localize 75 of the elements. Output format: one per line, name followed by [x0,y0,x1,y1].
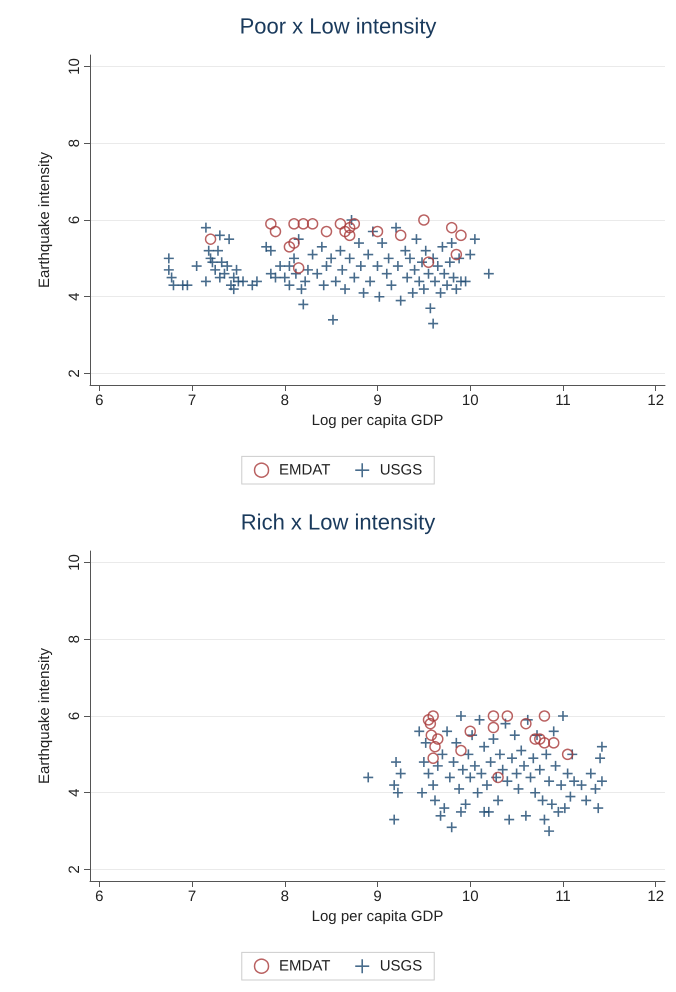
y-tick-label: 2 [66,865,83,874]
point [418,214,430,226]
x-tick-label: 6 [95,392,104,409]
point [426,729,438,741]
legend-label: EMDAT [279,958,330,975]
y-tick-label: 6 [66,216,83,224]
point [394,230,406,242]
point [502,710,514,722]
point [562,748,574,760]
point [422,256,434,268]
point [538,710,550,722]
point [422,714,434,726]
point [298,218,310,230]
x-tick-label: 7 [188,392,196,409]
legend-label: EMDAT [279,462,330,479]
y-tick-label: 8 [66,139,83,148]
point [284,241,296,253]
point [306,218,318,230]
chart-title: Poor x Low intensity [240,14,436,38]
point [534,733,546,745]
x-axis-title: Log per capita GDP [312,908,444,925]
y-tick-label: 2 [66,369,83,378]
point [488,722,500,734]
point [270,226,282,238]
point [344,222,356,234]
point [427,710,439,722]
point [464,726,476,738]
point [204,233,216,245]
chart-title: Rich x Low intensity [240,510,436,534]
x-tick-label: 8 [280,392,289,409]
x-tick-label: 9 [373,392,382,409]
y-axis-title: Earthquake intensity [36,648,53,784]
y-axis-title: Earthquake intensity [36,152,53,288]
point [288,218,300,230]
point [548,737,560,749]
point [538,737,550,749]
point [372,226,384,238]
x-tick-label: 9 [373,888,382,905]
y-tick-label: 10 [66,554,83,571]
y-tick-label: 10 [66,58,83,75]
legend-label: USGS [380,958,422,975]
point [288,237,300,249]
x-tick-label: 11 [555,888,571,905]
point [488,710,500,722]
point [344,230,356,242]
point [348,218,360,230]
x-tick-label: 10 [462,888,479,905]
point [432,733,444,745]
x-tick-label: 10 [462,392,479,409]
point [529,733,541,745]
point [429,740,441,752]
x-axis-title: Log per capita GDP [312,412,444,429]
point [320,226,332,238]
x-tick-label: 12 [647,888,664,905]
point [334,218,346,230]
point [446,222,458,234]
y-tick-label: 4 [66,788,83,797]
point [520,718,532,730]
x-tick-label: 12 [647,392,664,409]
legend-label: USGS [380,462,422,479]
point [424,718,436,730]
point [265,218,277,230]
x-tick-label: 8 [280,888,289,905]
point [455,230,467,242]
point [427,752,439,764]
x-tick-label: 7 [188,888,196,905]
y-tick-label: 8 [66,635,83,644]
x-tick-label: 11 [555,392,571,409]
point [339,226,351,238]
point [450,248,462,260]
y-tick-label: 6 [66,712,83,720]
point [455,744,467,756]
point [292,262,304,274]
y-tick-label: 4 [66,292,83,301]
x-tick-label: 6 [95,888,104,905]
